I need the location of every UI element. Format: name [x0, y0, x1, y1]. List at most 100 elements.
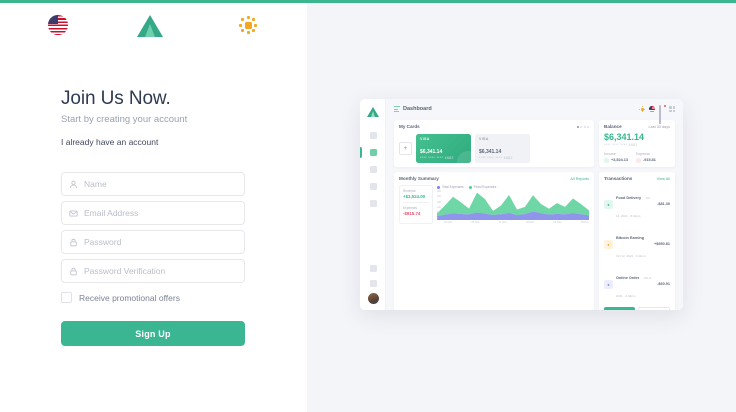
brand-logo[interactable]	[137, 12, 163, 38]
income-stat: Income +3,524.13	[604, 152, 628, 163]
income-value: +3,524.13	[611, 158, 628, 162]
legend-label: Fixed Expenses	[473, 185, 497, 189]
sidebar-settings[interactable]	[360, 276, 386, 291]
view-all-link[interactable]: View All	[656, 176, 670, 181]
name-field[interactable]	[61, 172, 245, 196]
preview-page-title: Dashboard	[403, 106, 432, 112]
all-reports-link[interactable]: All Reports	[570, 176, 589, 181]
credit-card-primary[interactable]: VISA $6,341.14 **** **** **** 4682	[416, 134, 471, 163]
list-item[interactable]: ● Food Delivery Oct 14, 2021 · 8:42pm -$…	[604, 184, 670, 224]
order-icon: ●	[604, 279, 613, 289]
page-title: Join Us Now.	[61, 88, 171, 109]
transaction-list: ● Food Delivery Oct 14, 2021 · 8:42pm -$…	[604, 184, 670, 304]
dashboard-icon	[369, 149, 377, 156]
lock-icon	[62, 267, 84, 276]
bell-icon[interactable]	[659, 104, 666, 124]
balance-title: Balance	[604, 124, 622, 129]
password-field[interactable]	[61, 230, 245, 254]
chart-x-axis: 01 Nov 05 Nov 11 Nov 18 Nov 21 Nov 28 No…	[444, 221, 589, 224]
card-amount: $6,341.14	[479, 149, 502, 155]
top-bar	[0, 12, 307, 48]
search-icon	[369, 265, 377, 272]
transaction-amount: +$950.81	[654, 242, 670, 246]
sun-icon[interactable]	[639, 106, 645, 112]
triangle-logo-icon	[367, 106, 379, 117]
settings-button[interactable]: Settings	[637, 307, 670, 310]
credit-card-secondary[interactable]: VISA $6,341.14 **** **** **** 4682	[475, 134, 530, 163]
card-brand: VISA	[420, 137, 430, 141]
add-card-button[interactable]: +	[399, 142, 412, 155]
card-number: **** **** **** 4682	[479, 156, 513, 160]
right-panel: Dashboard	[307, 3, 736, 412]
email-field[interactable]	[61, 201, 245, 225]
hamburger-icon[interactable]	[394, 106, 400, 112]
list-item[interactable]: ● Bitcoin Earning Oct 12, 2021 · 4:11pm …	[604, 224, 670, 264]
revenue-label: Revenue	[403, 189, 416, 193]
divider	[403, 202, 429, 203]
name-input[interactable]	[84, 179, 234, 189]
password-verification-field[interactable]	[61, 259, 245, 283]
sidebar-item-settings[interactable]	[360, 178, 386, 195]
monthly-summary-panel: Monthly Summary All Reports Revenue +$3,…	[394, 172, 594, 310]
revenue-value: +$3,524.00	[403, 194, 426, 199]
cards-balance-row: My Cards + VISA $6,341.14	[394, 120, 675, 167]
balance-range-selector[interactable]: Last 30 days	[648, 124, 670, 129]
login-link[interactable]: I already have an account	[61, 137, 159, 147]
lock-icon	[62, 238, 84, 247]
expense-value: -915.81	[643, 158, 656, 162]
email-input[interactable]	[84, 208, 234, 218]
legend-swatch	[437, 185, 440, 189]
preview-header: Dashboard	[386, 99, 683, 124]
revenue-stat: Revenue +$3,524.00	[403, 189, 429, 199]
top-accent-bar	[0, 0, 736, 3]
gear-icon	[369, 280, 377, 287]
legend-item-fixed: Fixed Expenses	[468, 185, 497, 189]
sidebar-item-folder[interactable]	[360, 195, 386, 212]
preview-main: Dashboard	[386, 99, 683, 310]
us-flag-icon[interactable]	[649, 106, 655, 112]
theme-toggle[interactable]	[235, 12, 261, 38]
transaction-date: Oct 12, 2021 · 4:11pm	[616, 254, 646, 258]
transaction-name: Food Delivery	[616, 196, 642, 200]
grid-icon[interactable]	[669, 106, 675, 112]
chart-legend: Total Expenses Fixed Expenses	[437, 185, 589, 189]
sidebar-search[interactable]	[360, 261, 386, 276]
balance-amount: $6,341.14	[604, 132, 645, 142]
language-selector[interactable]	[45, 12, 71, 38]
transactions-title: Transactions	[604, 176, 633, 181]
chart-y-axis: 300 240 180 120 60 0	[437, 190, 441, 220]
card-amount: $6,341.14	[420, 149, 443, 155]
promotional-offers-label: Receive promotional offers	[79, 292, 180, 303]
cards-pager[interactable]	[576, 125, 589, 128]
arrow-up-icon	[604, 157, 609, 163]
password-verification-input[interactable]	[84, 266, 234, 276]
card-decoration	[457, 151, 471, 163]
promotional-offers-row[interactable]: Receive promotional offers	[61, 292, 245, 303]
promotional-offers-checkbox[interactable]	[61, 292, 72, 303]
transaction-name: Bitcoin Earning	[616, 236, 645, 240]
transaction-amount: -$60.91	[657, 282, 670, 286]
signup-button[interactable]: Sign Up	[61, 321, 245, 346]
folder-icon	[369, 200, 377, 207]
sun-icon	[239, 16, 257, 34]
page-subtitle: Start by creating your account	[61, 114, 188, 125]
avatar[interactable]	[367, 293, 379, 304]
send-button[interactable]: Send	[604, 307, 635, 310]
expenses-stat: Expenses -$915.74	[403, 206, 429, 216]
us-flag-icon	[48, 15, 68, 35]
list-item[interactable]: ● Online Order Oct 9, 2021 · 2:04pm -$60…	[604, 264, 670, 304]
chart-svg	[437, 192, 589, 220]
password-input[interactable]	[84, 237, 234, 247]
card-brand: VISA	[479, 137, 489, 141]
food-icon: ●	[604, 199, 613, 209]
balance-card-number: **** **** **** 4682	[604, 143, 638, 147]
preview-sidebar-nav	[360, 127, 386, 212]
sidebar-item-dashboard[interactable]	[360, 144, 386, 161]
sidebar-item-shield[interactable]	[360, 161, 386, 178]
expenses-value: -$915.74	[403, 210, 421, 216]
shield-icon	[369, 166, 377, 173]
sidebar-item-activity[interactable]	[360, 127, 386, 144]
preview-sidebar-bottom	[360, 261, 386, 304]
signup-form: Join Us Now. Start by creating your acco…	[61, 88, 245, 346]
